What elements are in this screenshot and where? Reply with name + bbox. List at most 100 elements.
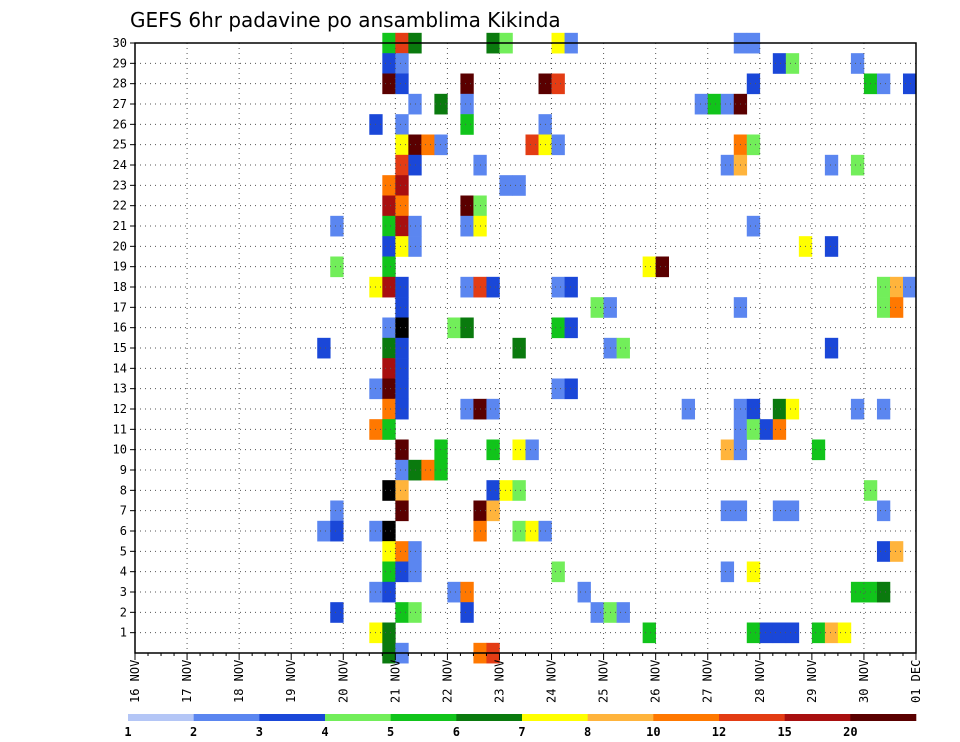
heatmap-cell — [382, 358, 396, 379]
colorbar-label: 2 — [190, 725, 197, 739]
heatmap-cell — [382, 398, 396, 420]
heatmap-cell — [720, 154, 735, 176]
y-tick-label: 25 — [113, 138, 127, 152]
heatmap-cell — [512, 175, 526, 196]
heatmap-cell — [720, 500, 735, 522]
x-tick-label: 27 NOV — [701, 660, 715, 703]
heatmap-cell — [382, 175, 396, 196]
y-tick-label: 28 — [113, 77, 127, 91]
y-tick-label: 29 — [113, 56, 127, 70]
heatmap-cell — [850, 154, 865, 176]
y-tick-label: 24 — [113, 158, 127, 172]
colorbar-label: 12 — [712, 725, 726, 739]
colorbar-swatch — [522, 714, 588, 721]
heatmap-cells — [317, 32, 917, 664]
heatmap-cell — [824, 337, 839, 359]
heatmap-cell — [434, 439, 448, 461]
heatmap-cell — [382, 378, 396, 400]
y-tick-label: 9 — [120, 463, 127, 477]
heatmap-cell — [616, 602, 630, 623]
heatmap-cell — [395, 480, 409, 501]
heatmap-cell — [499, 480, 513, 501]
heatmap-cell — [876, 297, 891, 318]
heatmap-cell — [486, 480, 500, 501]
heatmap-cell — [395, 236, 409, 257]
heatmap-cell — [382, 520, 396, 542]
colorbar-swatch — [259, 714, 326, 721]
heatmap-cell — [395, 53, 409, 74]
colorbar-label: 7 — [518, 725, 525, 739]
heatmap-cell — [382, 73, 396, 95]
colorbar-swatch — [653, 714, 720, 721]
heatmap-cell — [655, 256, 669, 278]
y-tick-label: 8 — [120, 483, 127, 497]
heatmap-cell — [434, 459, 448, 481]
heatmap-cell — [551, 73, 565, 95]
heatmap-cell — [850, 581, 865, 603]
heatmap-cell — [382, 236, 396, 257]
heatmap-cell — [876, 73, 891, 95]
heatmap-cell — [382, 337, 396, 359]
heatmap-cell — [382, 215, 396, 237]
heatmap-cell — [876, 541, 891, 562]
colorbar-swatch — [193, 714, 260, 721]
x-tick-label: 01 DEC — [909, 660, 923, 703]
heatmap-cell — [746, 215, 761, 237]
y-tick-label: 4 — [120, 565, 127, 579]
heatmap-cell — [395, 215, 409, 237]
heatmap-cell — [460, 276, 474, 298]
heatmap-cell — [902, 73, 917, 95]
heatmap-cell — [642, 256, 656, 278]
heatmap-cell — [382, 419, 396, 440]
heatmap-cell — [382, 480, 396, 501]
y-tick-label: 12 — [113, 402, 127, 416]
x-tick-label: 16 NOV — [128, 660, 142, 703]
heatmap-cell — [460, 93, 474, 115]
heatmap-cell — [577, 581, 591, 603]
colorbar-label: 4 — [321, 725, 328, 739]
x-tick-label: 26 NOV — [649, 660, 663, 703]
colorbar-swatch — [587, 714, 654, 721]
heatmap-cell — [434, 134, 448, 156]
x-tick-label: 28 NOV — [753, 660, 767, 703]
heatmap-cell — [681, 398, 696, 420]
heatmap-cell — [785, 398, 800, 420]
colorbar-label: 10 — [646, 725, 660, 739]
heatmap-cell — [486, 439, 500, 461]
y-tick-label: 19 — [113, 260, 127, 274]
heatmap-cell — [720, 561, 735, 583]
heatmap-cell — [395, 378, 409, 400]
heatmap-cell — [395, 134, 409, 156]
heatmap-cell — [382, 561, 396, 583]
heatmap-cell — [330, 520, 344, 542]
heatmap-cell — [317, 520, 331, 542]
colorbar-swatch — [325, 714, 391, 721]
heatmap-cell — [525, 134, 539, 156]
heatmap-cell — [382, 581, 396, 603]
heatmap-cell — [382, 256, 396, 278]
x-tick-label: 21 NOV — [388, 660, 402, 703]
x-tick-label: 17 NOV — [180, 660, 194, 703]
colorbar-swatch — [850, 714, 917, 721]
heatmap-cell — [772, 500, 787, 522]
heatmap-cell — [694, 93, 709, 115]
heatmap-cell — [642, 622, 656, 644]
heatmap-cell — [486, 500, 500, 522]
y-tick-label: 15 — [113, 341, 127, 355]
heatmap-cell — [395, 297, 409, 318]
heatmap-cell — [850, 398, 865, 420]
heatmap-cell — [746, 561, 761, 583]
heatmap-cell — [772, 53, 787, 74]
heatmap-cell — [330, 602, 344, 623]
y-axis: 1234567891011121314151617181920212223242… — [113, 36, 135, 640]
y-tick-label: 23 — [113, 178, 127, 192]
heatmap-cell — [395, 398, 409, 420]
y-tick-label: 7 — [120, 504, 127, 518]
colorbar-label: 20 — [843, 725, 857, 739]
heatmap-cell — [564, 276, 578, 298]
heatmap-cell — [395, 602, 409, 623]
y-tick-label: 18 — [113, 280, 127, 294]
y-tick-label: 22 — [113, 199, 127, 213]
heatmap-cell — [395, 195, 409, 217]
y-tick-label: 11 — [113, 422, 127, 436]
